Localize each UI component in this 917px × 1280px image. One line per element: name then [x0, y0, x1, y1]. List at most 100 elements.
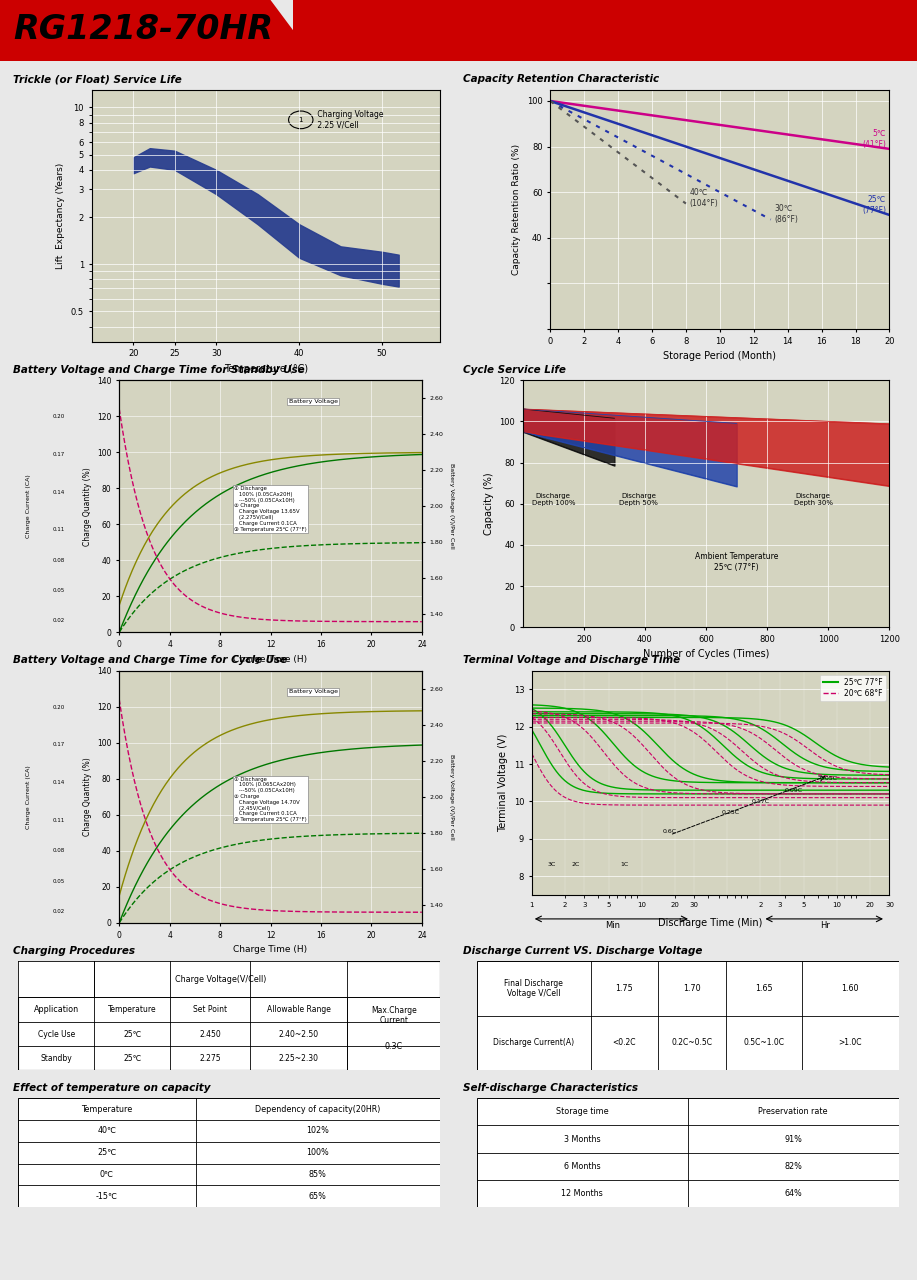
Text: 0.20: 0.20 [52, 413, 65, 419]
Y-axis label: Charge Quantity (%): Charge Quantity (%) [83, 758, 92, 836]
Text: 85%: 85% [309, 1170, 326, 1179]
Text: 0.17: 0.17 [52, 742, 65, 748]
Text: 0.05C: 0.05C [820, 777, 837, 782]
Text: Self-discharge Characteristics: Self-discharge Characteristics [463, 1083, 638, 1093]
Text: Charging Procedures: Charging Procedures [13, 946, 135, 956]
X-axis label: Number of Cycles (Times): Number of Cycles (Times) [643, 649, 769, 659]
Text: Discharge Current(A): Discharge Current(A) [493, 1038, 574, 1047]
Text: 5: 5 [801, 902, 806, 909]
Text: 10: 10 [833, 902, 842, 909]
Text: Min: Min [605, 920, 621, 929]
Text: 20: 20 [670, 902, 679, 909]
Text: 0.20: 0.20 [52, 704, 65, 709]
Text: 3: 3 [582, 902, 587, 909]
Text: Max.Charge
Current: Max.Charge Current [370, 1006, 416, 1025]
X-axis label: Temperature (°C): Temperature (°C) [224, 364, 308, 374]
Text: 3 Months: 3 Months [564, 1134, 601, 1143]
Bar [348, 997, 440, 1070]
Text: 2.275: 2.275 [200, 1053, 221, 1062]
Y-axis label: Terminal Voltage (V): Terminal Voltage (V) [498, 733, 508, 832]
Text: Storage time: Storage time [556, 1107, 609, 1116]
Y-axis label: Capacity (%): Capacity (%) [484, 472, 493, 535]
Text: 82%: 82% [784, 1162, 802, 1171]
Bar [94, 961, 348, 997]
Y-axis label: Capacity Retention Ratio (%): Capacity Retention Ratio (%) [513, 143, 521, 275]
Text: 0.08: 0.08 [52, 849, 65, 854]
Text: 2.450: 2.450 [199, 1029, 221, 1038]
Text: Set Point: Set Point [193, 1005, 227, 1014]
Text: 30℃
(86°F): 30℃ (86°F) [774, 205, 798, 224]
Text: Application: Application [34, 1005, 79, 1014]
Text: ① Discharge
   100% (0.05CAx20H)
   ---50% (0.05CAx10H)
② Charge
   Charge Volta: ① Discharge 100% (0.05CAx20H) ---50% (0.… [234, 486, 307, 531]
Y-axis label: Battery Voltage (V)/Per Cell: Battery Voltage (V)/Per Cell [449, 754, 455, 840]
Text: Ambient Temperature
25℃ (77°F): Ambient Temperature 25℃ (77°F) [695, 552, 779, 572]
Text: Temperature: Temperature [82, 1105, 133, 1114]
Text: Battery Voltage: Battery Voltage [289, 690, 337, 695]
Text: 25℃: 25℃ [97, 1148, 116, 1157]
Text: Charge Voltage(V/Cell): Charge Voltage(V/Cell) [175, 975, 267, 984]
Text: 30: 30 [690, 902, 699, 909]
Text: Discharge
Depth 100%: Discharge Depth 100% [532, 493, 575, 506]
Text: -15℃: -15℃ [96, 1192, 118, 1201]
Y-axis label: Lift  Expectancy (Years): Lift Expectancy (Years) [56, 163, 65, 269]
Text: Trickle (or Float) Service Life: Trickle (or Float) Service Life [13, 74, 182, 84]
Text: 2.25~2.30: 2.25~2.30 [279, 1053, 319, 1062]
Text: Capacity Retention Characteristic: Capacity Retention Characteristic [463, 74, 659, 84]
X-axis label: Charge Time (H): Charge Time (H) [234, 654, 307, 663]
Text: 5: 5 [606, 902, 611, 909]
Text: Battery Voltage: Battery Voltage [289, 399, 337, 404]
Text: ① Discharge
   100% (0.065CAx20H)
   ---50% (0.05CAx10H)
② Charge
   Charge Volt: ① Discharge 100% (0.065CAx20H) ---50% (0… [234, 777, 307, 822]
Text: 1.70: 1.70 [683, 984, 701, 993]
Text: Battery Voltage and Charge Time for Cycle Use: Battery Voltage and Charge Time for Cycl… [13, 655, 287, 666]
Text: 0.02: 0.02 [52, 618, 65, 623]
Text: 25℃
(77°F): 25℃ (77°F) [862, 196, 886, 215]
X-axis label: Charge Time (H): Charge Time (H) [234, 945, 307, 954]
Text: 5℃
(41°F): 5℃ (41°F) [862, 129, 886, 148]
Text: Hr: Hr [820, 920, 830, 929]
Text: 2: 2 [563, 902, 567, 909]
X-axis label: Storage Period (Month): Storage Period (Month) [663, 351, 777, 361]
Text: 102%: 102% [306, 1126, 329, 1135]
Text: Discharge
Depth 50%: Discharge Depth 50% [619, 493, 658, 506]
Text: 0.14: 0.14 [52, 781, 65, 785]
Text: <0.2C: <0.2C [613, 1038, 636, 1047]
Text: 64%: 64% [784, 1189, 802, 1198]
Text: Discharge Time (Min): Discharge Time (Min) [658, 918, 763, 928]
Text: 2: 2 [758, 902, 762, 909]
Text: 0.02: 0.02 [52, 909, 65, 914]
Text: Final Discharge
Voltage V/Cell: Final Discharge Voltage V/Cell [504, 979, 563, 998]
Text: 0.05: 0.05 [52, 588, 65, 593]
Text: 2C: 2C [571, 863, 580, 868]
Text: Discharge
Depth 30%: Discharge Depth 30% [793, 493, 833, 506]
Polygon shape [0, 0, 316, 61]
Text: Allowable Range: Allowable Range [267, 1005, 331, 1014]
Text: Preservation rate: Preservation rate [758, 1107, 828, 1116]
Text: Temperature: Temperature [108, 1005, 157, 1014]
Text: 65%: 65% [309, 1192, 326, 1201]
Text: 1.60: 1.60 [842, 984, 859, 993]
Text: 1.75: 1.75 [615, 984, 634, 993]
Text: 20: 20 [866, 902, 875, 909]
Text: Effect of temperature on capacity: Effect of temperature on capacity [13, 1083, 211, 1093]
Text: 0.14: 0.14 [52, 490, 65, 494]
Text: 91%: 91% [784, 1134, 802, 1143]
Text: 1: 1 [299, 116, 303, 123]
Legend: 25℃ 77°F, 20℃ 68°F: 25℃ 77°F, 20℃ 68°F [820, 675, 886, 701]
Text: 0℃: 0℃ [100, 1170, 114, 1179]
Text: 25℃: 25℃ [123, 1029, 141, 1038]
Text: 10: 10 [637, 902, 646, 909]
Text: RG1218-70HR: RG1218-70HR [14, 13, 274, 46]
Text: 0.11: 0.11 [52, 818, 65, 823]
Text: 0.11: 0.11 [52, 527, 65, 532]
Bar [18, 961, 94, 997]
Text: >1.0C: >1.0C [838, 1038, 862, 1047]
Text: 40℃
(104°F): 40℃ (104°F) [690, 188, 718, 207]
Text: Dependency of capacity(20HR): Dependency of capacity(20HR) [255, 1105, 381, 1114]
Text: 0.17: 0.17 [52, 452, 65, 457]
Text: 3: 3 [778, 902, 782, 909]
Text: 0.2C~0.5C: 0.2C~0.5C [671, 1038, 713, 1047]
Text: Charge Current (CA): Charge Current (CA) [26, 475, 31, 538]
Text: 0.17C: 0.17C [751, 799, 769, 804]
Text: Terminal Voltage and Discharge Time: Terminal Voltage and Discharge Time [463, 655, 680, 666]
Text: Standby: Standby [40, 1053, 72, 1062]
